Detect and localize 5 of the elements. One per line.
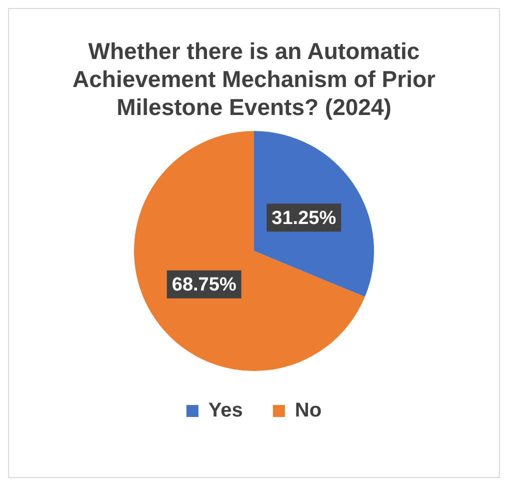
legend-label: No [294, 400, 322, 422]
data-label: 31.25% [272, 208, 336, 229]
chart-title: Whether there is an Automatic Achievement Mechanism of Prior Milestone Events? (2024) [72, 37, 436, 121]
data-label: 68.75% [172, 274, 236, 296]
legend-label: Yes [208, 400, 243, 422]
